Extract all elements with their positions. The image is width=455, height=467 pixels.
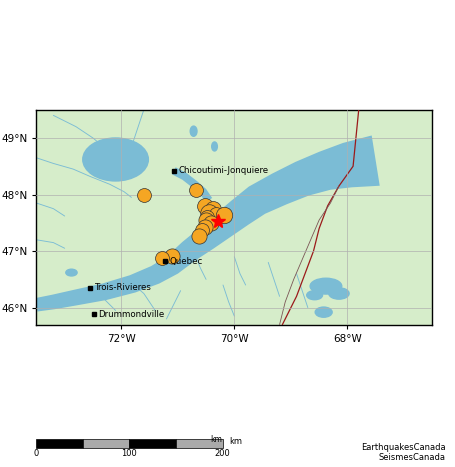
Text: Chicoutimi-Jonquiere: Chicoutimi-Jonquiere [178, 166, 268, 175]
Ellipse shape [329, 288, 349, 299]
Bar [130, 439, 176, 448]
Polygon shape [35, 135, 380, 311]
Ellipse shape [307, 290, 323, 300]
Point [202, 216, 210, 224]
Point [168, 252, 176, 259]
Bar [176, 439, 222, 448]
Point [203, 213, 211, 221]
Ellipse shape [66, 269, 77, 276]
Text: 200: 200 [215, 449, 230, 459]
Point [196, 232, 203, 240]
Point [158, 255, 166, 262]
Bar [36, 439, 83, 448]
Point [209, 205, 217, 212]
Text: EarthquakesCanada
SeismesCanada: EarthquakesCanada SeismesCanada [361, 443, 446, 462]
Bar [83, 439, 130, 448]
Text: km: km [229, 437, 242, 446]
Ellipse shape [310, 278, 342, 294]
Ellipse shape [190, 126, 197, 136]
Ellipse shape [212, 142, 217, 151]
Point [201, 224, 208, 231]
Point [205, 209, 212, 216]
Text: 0: 0 [34, 449, 39, 459]
Point [207, 219, 214, 226]
Point [221, 212, 228, 219]
Text: Drummondville: Drummondville [99, 310, 165, 319]
Ellipse shape [83, 138, 148, 181]
Point [198, 226, 205, 234]
Polygon shape [172, 167, 212, 202]
Point [192, 186, 199, 194]
Point [212, 211, 220, 218]
Point [140, 191, 147, 198]
Text: Quebec: Quebec [170, 257, 203, 266]
Point [201, 202, 208, 210]
Text: km: km [211, 435, 222, 445]
Text: Trois-Rivieres: Trois-Rivieres [95, 283, 152, 292]
Text: 100: 100 [121, 449, 137, 459]
Ellipse shape [315, 307, 332, 317]
